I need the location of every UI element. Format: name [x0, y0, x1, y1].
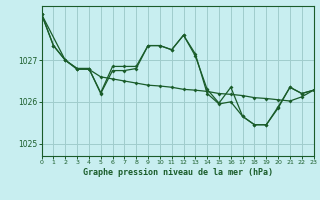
X-axis label: Graphe pression niveau de la mer (hPa): Graphe pression niveau de la mer (hPa) — [83, 168, 273, 177]
